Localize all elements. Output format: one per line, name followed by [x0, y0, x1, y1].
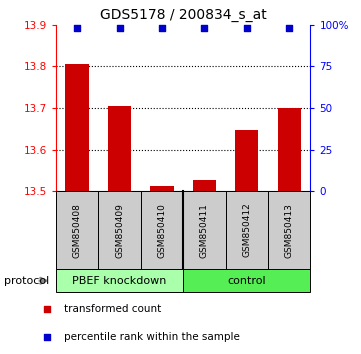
Text: transformed count: transformed count: [64, 304, 161, 314]
Bar: [65, 64, 89, 191]
Point: [286, 25, 292, 30]
Point: [201, 25, 207, 30]
Bar: [226, 191, 268, 269]
Bar: [108, 106, 131, 191]
Text: control: control: [227, 275, 266, 286]
Text: protocol: protocol: [4, 276, 49, 286]
Point: [44, 307, 49, 312]
Point: [117, 25, 122, 30]
Point: [159, 25, 165, 30]
Point: [244, 25, 250, 30]
Bar: [193, 180, 216, 191]
Point: [74, 25, 80, 30]
Bar: [98, 191, 141, 269]
Text: PBEF knockdown: PBEF knockdown: [73, 275, 167, 286]
Bar: [235, 130, 258, 191]
Bar: [150, 186, 174, 191]
Bar: [56, 191, 98, 269]
Text: GSM850411: GSM850411: [200, 202, 209, 258]
Text: GSM850413: GSM850413: [285, 202, 294, 258]
Text: GSM850412: GSM850412: [242, 203, 251, 257]
Bar: [268, 191, 310, 269]
Point: [44, 334, 49, 339]
Bar: [183, 269, 310, 292]
Bar: [278, 108, 301, 191]
Text: GSM850409: GSM850409: [115, 202, 124, 258]
Bar: [56, 269, 183, 292]
Bar: [183, 191, 226, 269]
Text: percentile rank within the sample: percentile rank within the sample: [64, 332, 240, 342]
Text: GSM850408: GSM850408: [73, 202, 82, 258]
Bar: [141, 191, 183, 269]
Title: GDS5178 / 200834_s_at: GDS5178 / 200834_s_at: [100, 8, 266, 22]
Text: GSM850410: GSM850410: [157, 202, 166, 258]
